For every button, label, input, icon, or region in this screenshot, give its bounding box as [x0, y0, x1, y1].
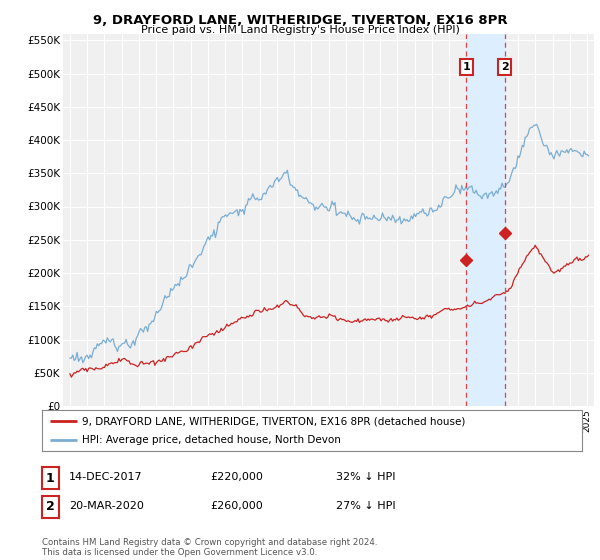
Text: Price paid vs. HM Land Registry's House Price Index (HPI): Price paid vs. HM Land Registry's House …	[140, 25, 460, 35]
Text: 1: 1	[463, 62, 470, 72]
Text: £220,000: £220,000	[210, 472, 263, 482]
Text: 2: 2	[46, 500, 55, 514]
Text: HPI: Average price, detached house, North Devon: HPI: Average price, detached house, Nort…	[83, 435, 341, 445]
Text: 32% ↓ HPI: 32% ↓ HPI	[336, 472, 395, 482]
Text: 20-MAR-2020: 20-MAR-2020	[69, 501, 144, 511]
Text: Contains HM Land Registry data © Crown copyright and database right 2024.
This d: Contains HM Land Registry data © Crown c…	[42, 538, 377, 557]
Text: 9, DRAYFORD LANE, WITHERIDGE, TIVERTON, EX16 8PR (detached house): 9, DRAYFORD LANE, WITHERIDGE, TIVERTON, …	[83, 417, 466, 426]
Text: £260,000: £260,000	[210, 501, 263, 511]
Text: 27% ↓ HPI: 27% ↓ HPI	[336, 501, 395, 511]
Text: 1: 1	[46, 472, 55, 485]
Text: 14-DEC-2017: 14-DEC-2017	[69, 472, 143, 482]
Text: 2: 2	[501, 62, 509, 72]
Bar	[466, 34, 505, 406]
Text: 9, DRAYFORD LANE, WITHERIDGE, TIVERTON, EX16 8PR: 9, DRAYFORD LANE, WITHERIDGE, TIVERTON, …	[92, 14, 508, 27]
